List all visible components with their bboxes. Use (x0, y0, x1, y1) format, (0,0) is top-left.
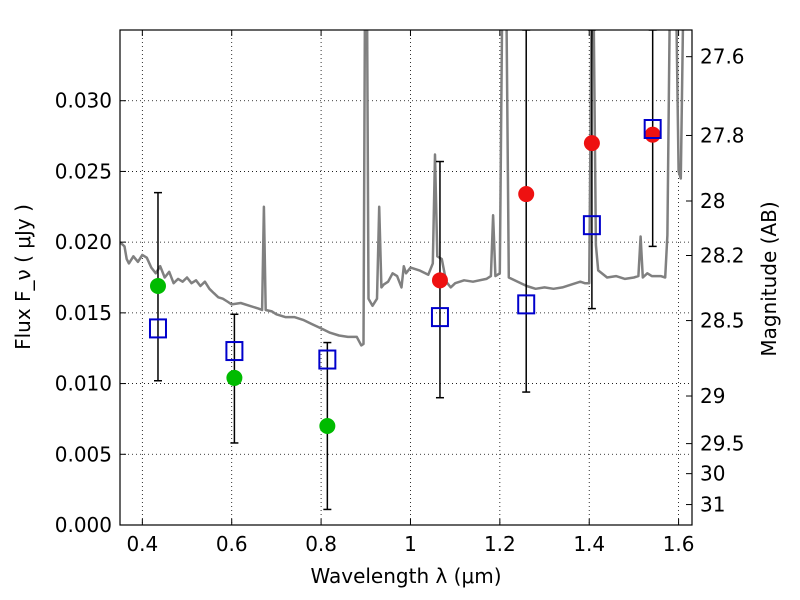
magnitude-tick-label: 30 (700, 462, 725, 486)
x-tick-label: 1.2 (484, 532, 516, 556)
magnitude-tick-label: 29.5 (700, 432, 745, 456)
x-axis-ticks: 0.4 0.6 0.8 1 1.2 1.4 1.6 (126, 30, 695, 556)
data-point-circle (644, 126, 661, 143)
magnitude-tick-label: 28.2 (700, 244, 745, 268)
data-point-circle (319, 418, 336, 434)
y-tick-label: 0.000 (55, 513, 112, 537)
data-point-circle (583, 135, 600, 152)
y-tick-label: 0.020 (55, 230, 112, 254)
x-tick-label: 0.4 (126, 532, 158, 556)
magnitude-axis-ticks: 27.6 27.8 28 28.2 28.5 29 29.5 30 31 (686, 45, 745, 517)
y-tick-label: 0.005 (55, 442, 112, 466)
magnitude-tick-label: 27.6 (700, 45, 745, 69)
data-point-square (225, 341, 244, 362)
data-point-square (643, 119, 662, 139)
data-point-circle (226, 369, 243, 386)
y-tick-label: 0.030 (55, 89, 112, 113)
x-tick-label: 0.8 (305, 532, 337, 556)
data-markers (148, 119, 662, 434)
data-point-circle (149, 277, 166, 294)
y-axis-ticks: 0.000 0.005 0.010 0.015 0.020 0.025 0.030 (55, 89, 126, 537)
x-tick-label: 1.4 (573, 532, 605, 556)
magnitude-tick-label: 28.5 (700, 309, 745, 333)
sed-model-series (120, 30, 685, 347)
data-point-square (318, 349, 337, 370)
data-point-square (430, 307, 449, 328)
y-tick-label: 0.010 (55, 372, 112, 396)
data-point-circle (431, 272, 448, 289)
sed-model-line (120, 30, 685, 347)
magnitude-tick-label: 27.8 (700, 123, 745, 147)
x-tick-label: 1.6 (663, 532, 695, 556)
magnitude-tick-label: 29 (700, 384, 725, 408)
y-tick-label: 0.025 (55, 159, 112, 183)
magnitude-tick-label: 31 (700, 493, 725, 517)
y-axis-title: Flux F_ν ( μJy ) (11, 204, 35, 350)
plot-frame (119, 29, 693, 526)
x-axis-title: Wavelength λ (μm) (310, 564, 501, 588)
plot-background (120, 30, 692, 525)
data-point-square (517, 294, 536, 315)
y-tick-label: 0.015 (55, 301, 112, 325)
x-tick-label: 1 (404, 532, 417, 556)
data-point-circle (518, 186, 535, 203)
magnitude-axis-title: Magnitude (AB) (757, 201, 781, 356)
data-point-square (148, 318, 167, 339)
data-point-square (582, 215, 601, 236)
magnitude-tick-label: 28 (700, 189, 725, 213)
x-tick-label: 0.6 (216, 532, 248, 556)
